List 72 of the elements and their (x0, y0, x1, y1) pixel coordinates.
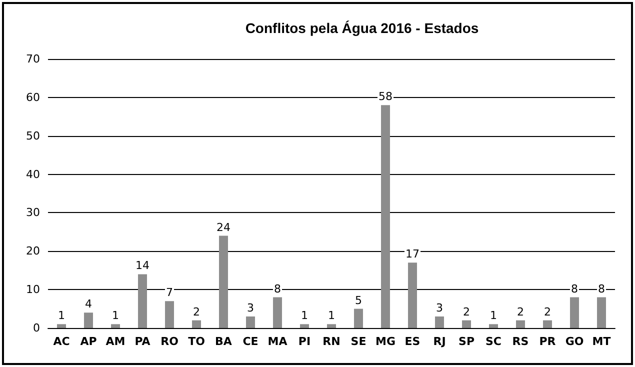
bar (570, 297, 579, 328)
bar (57, 324, 66, 328)
x-tick-label: RS (512, 335, 529, 348)
data-label: 24 (216, 220, 230, 234)
data-label: 1 (328, 309, 335, 322)
bar (192, 320, 201, 328)
bar (165, 301, 174, 328)
x-tick-label: AC (53, 335, 70, 348)
x-tick-label: GO (565, 335, 584, 348)
bar (246, 316, 255, 328)
y-tick-label: 10 (26, 283, 40, 296)
y-tick-label: 30 (26, 206, 40, 220)
bar (138, 274, 147, 328)
data-label: 3 (436, 301, 443, 314)
x-tick-label: AM (106, 335, 126, 348)
bar (219, 236, 228, 328)
bar (111, 324, 120, 328)
y-tick-label: 20 (26, 244, 40, 258)
y-tick-label: 0 (33, 322, 40, 334)
data-label: 1 (58, 309, 65, 322)
bar (435, 316, 444, 328)
chart-title: Conflitos pela Água 2016 - Estados (245, 20, 479, 36)
x-tick-label: RN (322, 335, 340, 348)
data-label: 7 (166, 286, 173, 300)
x-tick-label: BA (215, 335, 232, 348)
x-tick-label: SP (458, 335, 474, 348)
data-label: 5 (355, 294, 362, 307)
data-label: 2 (544, 305, 551, 318)
x-tick-label: AP (80, 335, 97, 348)
data-label: 8 (571, 282, 578, 296)
bar (408, 262, 417, 328)
data-label: 14 (136, 259, 150, 272)
data-label: 1 (112, 309, 119, 322)
y-tick-label: 50 (26, 129, 40, 142)
bar (300, 324, 309, 328)
data-label: 3 (247, 301, 254, 314)
data-label: 2 (463, 305, 470, 318)
x-tick-label: TO (188, 335, 205, 348)
x-tick-label: MT (592, 335, 612, 348)
data-label: 8 (598, 282, 605, 296)
bar (327, 324, 336, 328)
x-tick-label: MG (376, 335, 396, 348)
data-label: 1 (301, 309, 308, 322)
x-tick-label: PA (134, 335, 151, 348)
x-tick-label: CE (242, 335, 258, 348)
data-label: 2 (193, 305, 200, 318)
bar (381, 105, 390, 328)
x-tick-label: PR (539, 335, 556, 348)
x-tick-label: RO (160, 335, 178, 348)
bar (597, 297, 606, 328)
bar (84, 312, 93, 328)
bar (462, 320, 471, 328)
data-label: 2 (517, 305, 524, 318)
y-tick-label: 60 (26, 90, 40, 104)
data-label: 17 (406, 248, 420, 261)
y-tick-label: 70 (26, 52, 40, 66)
data-label: 8 (274, 282, 281, 296)
x-tick-label: ES (404, 335, 420, 348)
bar (489, 324, 498, 328)
data-label: 1 (490, 309, 497, 322)
data-label: 4 (85, 298, 92, 311)
bar (354, 308, 363, 328)
x-tick-label: SE (350, 335, 366, 348)
data-label: 58 (378, 90, 392, 104)
x-tick-label: SC (486, 335, 502, 348)
bar (543, 320, 552, 328)
bar (273, 297, 282, 328)
y-tick-label: 40 (26, 168, 40, 181)
bar (516, 320, 525, 328)
x-tick-label: PI (298, 335, 311, 348)
x-tick-label: RJ (433, 335, 446, 348)
x-tick-label: MA (268, 335, 288, 348)
